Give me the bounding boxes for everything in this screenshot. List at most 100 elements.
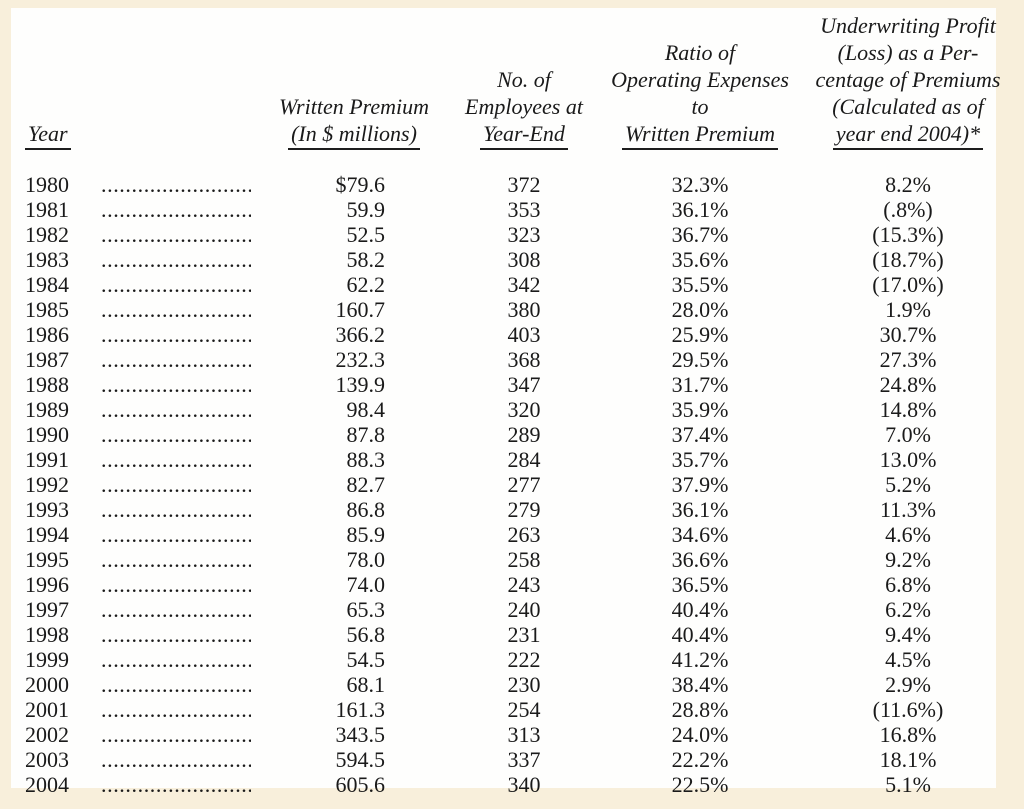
year-cell: 1991: [25, 447, 69, 472]
table-row: 1988 ......................... 139.9 347…: [11, 372, 996, 397]
expense-ratio-cell: 36.7%: [671, 222, 729, 247]
year-cell: 1982: [25, 222, 69, 247]
column-header-year-label: Year: [25, 120, 71, 150]
expense-ratio-cell: 38.4%: [671, 672, 729, 697]
employees-cell: 320: [507, 397, 541, 422]
written-premium-cell: 161.3: [335, 697, 386, 722]
table-row: 2004 ......................... 605.6 340…: [11, 772, 996, 797]
expense-ratio-cell: 35.5%: [671, 272, 729, 297]
underwriting-profit-cell: 9.4%: [885, 622, 931, 647]
expense-ratio-cell: 36.5%: [671, 572, 729, 597]
year-cell: 2004: [25, 772, 69, 797]
year-cell: 1988: [25, 372, 69, 397]
year-cell: 1985: [25, 297, 69, 322]
year-cell: 2001: [25, 697, 69, 722]
underwriting-profit-cell: 11.3%: [879, 497, 936, 522]
employees-cell: 254: [507, 697, 541, 722]
underwriting-profit-cell: 2.9%: [885, 672, 931, 697]
dot-leader: .........................: [101, 222, 251, 247]
table-row: 2003 ......................... 594.5 337…: [11, 747, 996, 772]
written-premium-cell: 59.9: [346, 197, 386, 222]
table-body: 1980 ......................... $79.6 372…: [11, 172, 996, 797]
year-cell: 2000: [25, 672, 69, 697]
written-premium-cell: 139.9: [335, 372, 386, 397]
year-cell: 1984: [25, 272, 69, 297]
year-cell: 2002: [25, 722, 69, 747]
expense-ratio-cell: 28.8%: [671, 697, 729, 722]
employees-cell: 353: [507, 197, 541, 222]
expense-ratio-cell: 41.2%: [671, 647, 729, 672]
underwriting-profit-cell: 14.8%: [879, 397, 937, 422]
dot-leader: .........................: [101, 297, 251, 322]
employees-cell: 323: [507, 222, 541, 247]
column-header-employees: No. of Employees at Year-End: [389, 66, 659, 150]
written-premium-cell: 85.9: [346, 522, 386, 547]
table-row: 2000 ......................... 68.1 230 …: [11, 672, 996, 697]
written-premium-cell: 343.5: [335, 722, 386, 747]
underwriting-profit-cell: 30.7%: [879, 322, 937, 347]
employees-cell: 372: [507, 172, 541, 197]
underwriting-profit-cell: 4.5%: [885, 647, 931, 672]
dot-leader: .........................: [101, 422, 251, 447]
employees-cell: 308: [507, 247, 541, 272]
year-cell: 2003: [25, 747, 69, 772]
underwriting-profit-cell: 7.0%: [885, 422, 931, 447]
employees-cell: 337: [507, 747, 541, 772]
table-row: 1998 ......................... 56.8 231 …: [11, 622, 996, 647]
expense-ratio-cell: 37.4%: [671, 422, 729, 447]
table-header: Year Written Premium (In $ millions) No.…: [11, 8, 1000, 150]
employees-cell: 243: [507, 572, 541, 597]
column-header-expense-ratio: Ratio of Operating Expenses to Written P…: [611, 39, 789, 150]
dot-leader: .........................: [101, 472, 251, 497]
table-row: 1995 ......................... 78.0 258 …: [11, 547, 996, 572]
expense-ratio-cell: 36.6%: [671, 547, 729, 572]
written-premium-cell: $79.6: [335, 172, 386, 197]
table-row: 1984 ......................... 62.2 342 …: [11, 272, 996, 297]
written-premium-cell: 88.3: [346, 447, 386, 472]
written-premium-cell: 594.5: [335, 747, 386, 772]
dot-leader: .........................: [101, 697, 251, 722]
year-cell: 1992: [25, 472, 69, 497]
underwriting-profit-cell: (.8%): [883, 197, 933, 222]
expense-ratio-cell: 36.1%: [671, 497, 729, 522]
written-premium-cell: 87.8: [346, 422, 386, 447]
year-cell: 1997: [25, 597, 69, 622]
dot-leader: .........................: [101, 572, 251, 597]
expense-ratio-cell: 34.6%: [671, 522, 729, 547]
underwriting-profit-cell: 8.2%: [885, 172, 931, 197]
expense-ratio-cell: 25.9%: [671, 322, 729, 347]
dot-leader: .........................: [101, 622, 251, 647]
year-cell: 1989: [25, 397, 69, 422]
written-premium-cell: 82.7: [346, 472, 386, 497]
dot-leader: .........................: [101, 522, 251, 547]
table-row: 1986 ......................... 366.2 403…: [11, 322, 996, 347]
underwriting-profit-cell: 5.1%: [885, 772, 931, 797]
dot-leader: .........................: [101, 247, 251, 272]
written-premium-cell: 366.2: [335, 322, 386, 347]
written-premium-cell: 160.7: [335, 297, 386, 322]
expense-ratio-cell: 22.5%: [671, 772, 729, 797]
expense-ratio-cell: 29.5%: [671, 347, 729, 372]
table-row: 2002 ......................... 343.5 313…: [11, 722, 996, 747]
table-row: 1991 ......................... 88.3 284 …: [11, 447, 996, 472]
dot-leader: .........................: [101, 322, 251, 347]
dot-leader: .........................: [101, 397, 251, 422]
column-header-year: Year: [11, 120, 99, 150]
employees-cell: 230: [507, 672, 541, 697]
table-row: 1997 ......................... 65.3 240 …: [11, 597, 996, 622]
year-cell: 1983: [25, 247, 69, 272]
underwriting-profit-cell: 5.2%: [885, 472, 931, 497]
column-header-written-premium: Written Premium (In $ millions): [251, 93, 429, 150]
table-row: 1993 ......................... 86.8 279 …: [11, 497, 996, 522]
dot-leader: .........................: [101, 497, 251, 522]
table-row: 1980 ......................... $79.6 372…: [11, 172, 996, 197]
year-cell: 1987: [25, 347, 69, 372]
expense-ratio-cell: 22.2%: [671, 747, 729, 772]
underwriting-profit-cell: (15.3%): [872, 222, 944, 247]
underwriting-profit-cell: 13.0%: [879, 447, 937, 472]
table-row: 1981 ......................... 59.9 353 …: [11, 197, 996, 222]
year-cell: 1995: [25, 547, 69, 572]
dot-leader: .........................: [101, 172, 251, 197]
year-cell: 1981: [25, 197, 69, 222]
